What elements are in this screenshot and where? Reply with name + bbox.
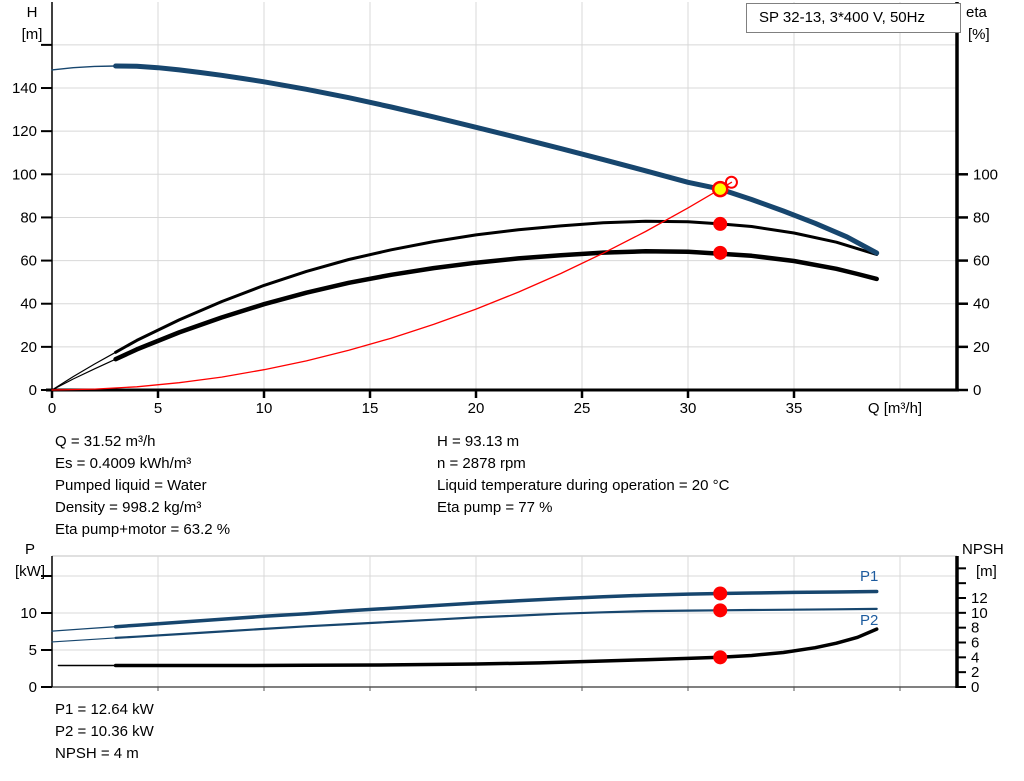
p-axis-title: P bbox=[24, 541, 35, 558]
eta-tick-label: 80 bbox=[973, 209, 990, 226]
eta-tick-label: 20 bbox=[973, 339, 990, 356]
eta-pump-curve-thin bbox=[51, 351, 117, 391]
q-tick-label: 30 bbox=[680, 400, 697, 417]
eta-tick-label: 0 bbox=[973, 382, 981, 399]
q-axis-title: Q [m³/h] bbox=[867, 400, 923, 417]
info-line-es: Es = 0.4009 kWh/m³ bbox=[55, 455, 192, 472]
p-tick-label: 10 bbox=[20, 605, 37, 622]
npsh-tick-label: 2 bbox=[971, 664, 979, 681]
pump-type-box: SP 32-13, 3*400 V, 50Hz bbox=[746, 3, 961, 33]
q-tick-label: 35 bbox=[786, 400, 803, 417]
h-tick-label: 120 bbox=[12, 123, 37, 140]
npsh-tick-label: 12 bbox=[971, 590, 988, 607]
info-line-temperature: Liquid temperature during operation = 20… bbox=[437, 477, 730, 494]
power-info: P1 = 12.64 kW P2 = 10.36 kW NPSH = 4 m bbox=[55, 699, 154, 765]
q-tick-label: 25 bbox=[574, 400, 591, 417]
info-line-liquid: Pumped liquid = Water bbox=[55, 477, 207, 494]
p1-curve bbox=[113, 589, 879, 629]
p-tick-label: 5 bbox=[29, 642, 37, 659]
q-tick-label: 10 bbox=[256, 400, 273, 417]
info-line-h: H = 93.13 m bbox=[437, 433, 520, 450]
h-tick-label: 140 bbox=[12, 80, 37, 97]
eta-pump-motor-point-marker bbox=[713, 245, 728, 260]
p2-point-marker bbox=[713, 603, 728, 618]
eta-tick-label: 100 bbox=[973, 166, 998, 183]
h-tick-label: 20 bbox=[20, 339, 37, 356]
info-line-p1: P1 = 12.64 kW bbox=[55, 701, 154, 718]
q-tick-label: 15 bbox=[362, 400, 379, 417]
npsh-tick-label: 6 bbox=[971, 634, 979, 651]
h-tick-label: 100 bbox=[12, 166, 37, 183]
p2-curve-label: P2 bbox=[860, 612, 879, 629]
q-tick-label: 20 bbox=[468, 400, 485, 417]
info-line-density: Density = 998.2 kg/m³ bbox=[55, 499, 202, 516]
eta-tick-label: 40 bbox=[973, 296, 990, 313]
system-curve bbox=[51, 181, 733, 391]
p1-curve-label: P1 bbox=[860, 568, 879, 585]
eta-tick-label: 60 bbox=[973, 253, 990, 270]
h-axis-unit: [m] bbox=[21, 26, 43, 43]
p1-point-marker bbox=[713, 586, 728, 601]
duty-info-right: H = 93.13 m n = 2878 rpm Liquid temperat… bbox=[437, 431, 729, 519]
npsh-curve bbox=[113, 627, 879, 668]
npsh-tick-label: 10 bbox=[971, 605, 988, 622]
q-tick-label: 5 bbox=[154, 400, 162, 417]
duty-point-marker bbox=[711, 180, 729, 198]
info-line-speed: n = 2878 rpm bbox=[437, 455, 526, 472]
p-tick-label: 0 bbox=[29, 679, 37, 696]
q-tick-label: 0 bbox=[48, 400, 56, 417]
info-line-p2: P2 = 10.36 kW bbox=[55, 723, 154, 740]
npsh-tick-label: 4 bbox=[971, 649, 979, 666]
head-curve bbox=[113, 63, 880, 256]
h-tick-label: 60 bbox=[20, 253, 37, 270]
h-axis-title: H bbox=[26, 4, 38, 21]
eta-pump-point-marker bbox=[713, 216, 728, 231]
npsh-axis-title: NPSH bbox=[962, 541, 1004, 558]
eta-axis-title: eta bbox=[966, 4, 987, 21]
p2-curve-thin bbox=[51, 637, 117, 643]
npsh-point-marker bbox=[713, 650, 728, 665]
h-tick-label: 40 bbox=[20, 296, 37, 313]
npsh-axis-unit: [m] bbox=[976, 563, 997, 580]
duty-info-left: Q = 31.52 m³/h Es = 0.4009 kWh/m³ Pumped… bbox=[55, 431, 230, 541]
info-line-npsh: NPSH = 4 m bbox=[55, 745, 139, 762]
p-axis-unit: [kW] bbox=[15, 563, 45, 580]
head-curve-thin bbox=[51, 65, 117, 71]
eta-pump-curve bbox=[114, 219, 879, 354]
h-tick-label: 80 bbox=[20, 209, 37, 226]
p2-curve bbox=[114, 607, 878, 640]
system-end-marker bbox=[724, 175, 738, 189]
npsh-tick-label: 8 bbox=[971, 620, 979, 637]
hq-eta-chart: 0 5 10 15 20 25 30 35 0 20 40 60 80 100 120 140 0 20 40 60 8… bbox=[12, 2, 998, 417]
info-line-eta-total: Eta pump+motor = 63.2 % bbox=[55, 521, 231, 538]
info-line-q: Q = 31.52 m³/h bbox=[55, 433, 156, 450]
p1-curve-thin bbox=[51, 626, 117, 632]
eta-pump-motor-curve-thin bbox=[51, 358, 117, 391]
eta-pump-motor-curve bbox=[113, 249, 879, 362]
h-tick-label: 0 bbox=[29, 382, 37, 399]
eta-axis-unit: [%] bbox=[968, 26, 990, 43]
npsh-tick-label: 0 bbox=[971, 679, 979, 696]
info-line-eta-pump: Eta pump = 77 % bbox=[437, 499, 553, 516]
